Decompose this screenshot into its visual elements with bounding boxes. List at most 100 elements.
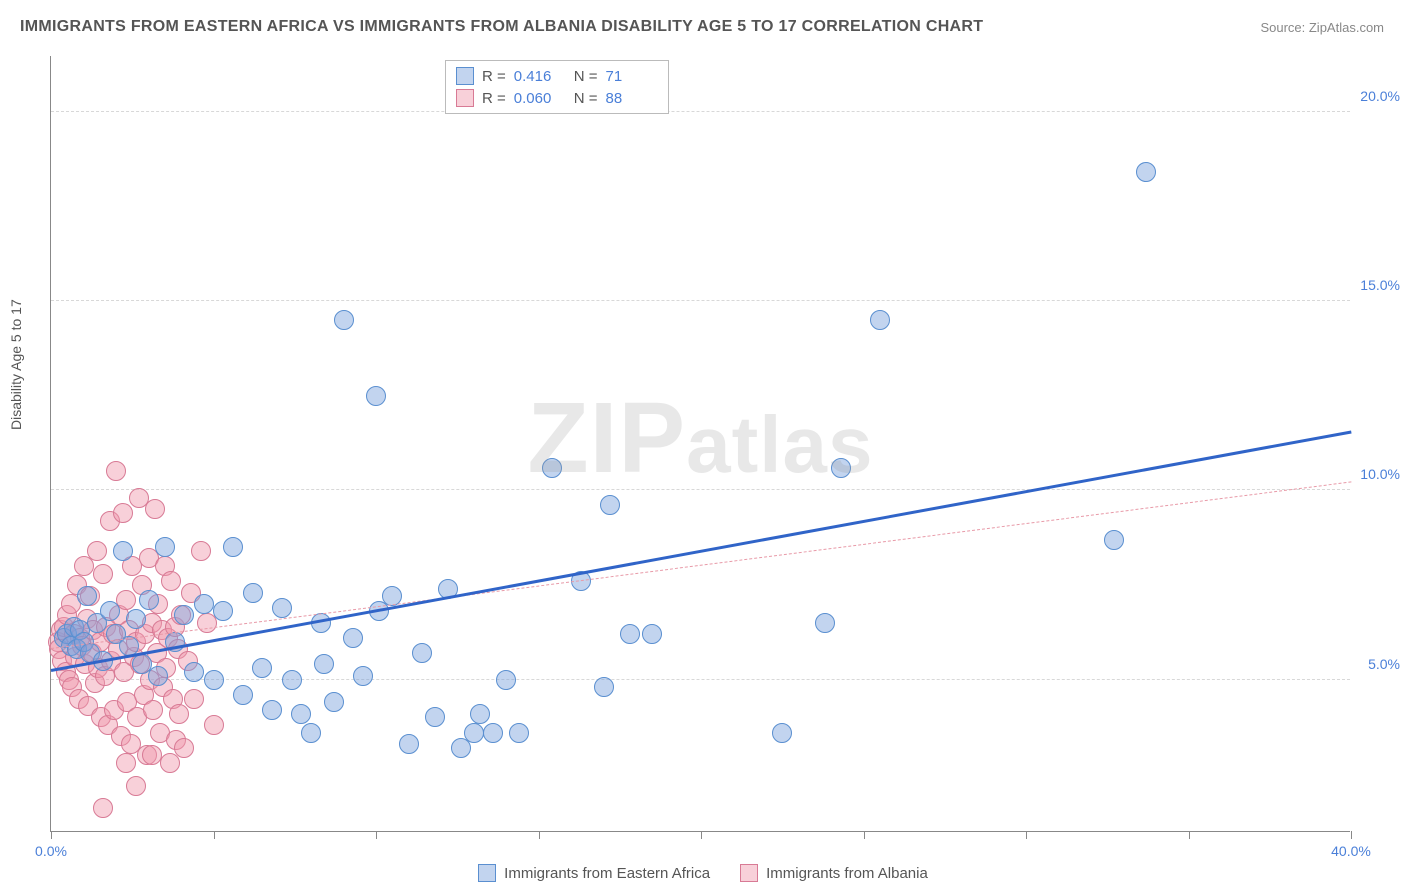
scatter-point [772,723,792,743]
scatter-point [301,723,321,743]
gridline [51,679,1350,680]
scatter-point [143,700,163,720]
x-tick [864,831,865,839]
x-tick [701,831,702,839]
scatter-point [1104,530,1124,550]
legend-label: Immigrants from Albania [766,865,928,882]
x-tick [539,831,540,839]
n-label: N = [574,90,598,107]
legend-item-albania: Immigrants from Albania [740,864,928,882]
legend-label: Immigrants from Eastern Africa [504,865,710,882]
scatter-point [126,776,146,796]
x-tick [1026,831,1027,839]
series-legend: Immigrants from Eastern Africa Immigrant… [0,864,1406,882]
gridline [51,300,1350,301]
correlation-legend: R = 0.416 N = 71 R = 0.060 N = 88 [445,60,669,114]
scatter-point [496,670,516,690]
scatter-point [870,310,890,330]
swatch-blue [478,864,496,882]
scatter-point [314,654,334,674]
legend-item-eastern-africa: Immigrants from Eastern Africa [478,864,710,882]
scatter-point [204,715,224,735]
x-tick [51,831,52,839]
n-label: N = [574,68,598,85]
x-tick-label: 40.0% [1331,843,1371,859]
scatter-point [174,738,194,758]
trend-line-eastern-africa [51,431,1352,672]
scatter-point [139,590,159,610]
n-value: 88 [606,90,658,107]
swatch-pink [740,864,758,882]
x-tick [376,831,377,839]
scatter-point [194,594,214,614]
scatter-point [831,458,851,478]
scatter-point [470,704,490,724]
trend-line-albania [51,482,1351,650]
scatter-point [642,624,662,644]
scatter-point [334,310,354,330]
scatter-point [116,753,136,773]
y-tick-label: 10.0% [1360,466,1400,482]
swatch-blue [456,67,474,85]
gridline [51,111,1350,112]
scatter-point [184,662,204,682]
scatter-point [815,613,835,633]
scatter-point [184,689,204,709]
x-tick-label: 0.0% [35,843,67,859]
scatter-point [223,537,243,557]
scatter-point [243,583,263,603]
scatter-point [145,499,165,519]
scatter-point [93,798,113,818]
watermark: ZIPatlas [528,380,874,495]
scatter-point [100,601,120,621]
scatter-point [291,704,311,724]
scatter-point [148,666,168,686]
swatch-pink [456,89,474,107]
scatter-point [343,628,363,648]
scatter-plot-area: ZIPatlas 5.0%10.0%15.0%20.0%0.0%40.0% [50,56,1350,832]
scatter-point [594,677,614,697]
n-value: 71 [606,68,658,85]
scatter-point [160,753,180,773]
r-label: R = [482,90,506,107]
scatter-point [191,541,211,561]
scatter-point [142,745,162,765]
scatter-point [542,458,562,478]
scatter-point [412,643,432,663]
scatter-point [113,541,133,561]
scatter-point [106,461,126,481]
scatter-point [233,685,253,705]
scatter-point [600,495,620,515]
scatter-point [213,601,233,621]
gridline [51,489,1350,490]
scatter-point [87,541,107,561]
scatter-point [155,537,175,557]
y-axis-label: Disability Age 5 to 17 [8,299,24,430]
r-value: 0.060 [514,90,566,107]
scatter-point [161,571,181,591]
source-attribution: Source: ZipAtlas.com [1260,20,1384,35]
x-tick [1189,831,1190,839]
scatter-point [1136,162,1156,182]
legend-row-series-0: R = 0.416 N = 71 [456,65,658,87]
scatter-point [353,666,373,686]
scatter-point [252,658,272,678]
scatter-point [262,700,282,720]
scatter-point [509,723,529,743]
scatter-point [126,609,146,629]
x-tick [1351,831,1352,839]
scatter-point [324,692,344,712]
r-value: 0.416 [514,68,566,85]
scatter-point [272,598,292,618]
scatter-point [174,605,194,625]
scatter-point [282,670,302,690]
r-label: R = [482,68,506,85]
scatter-point [77,586,97,606]
scatter-point [464,723,484,743]
y-tick-label: 5.0% [1368,656,1400,672]
scatter-point [483,723,503,743]
legend-row-series-1: R = 0.060 N = 88 [456,87,658,109]
scatter-point [93,564,113,584]
x-tick [214,831,215,839]
scatter-point [169,704,189,724]
